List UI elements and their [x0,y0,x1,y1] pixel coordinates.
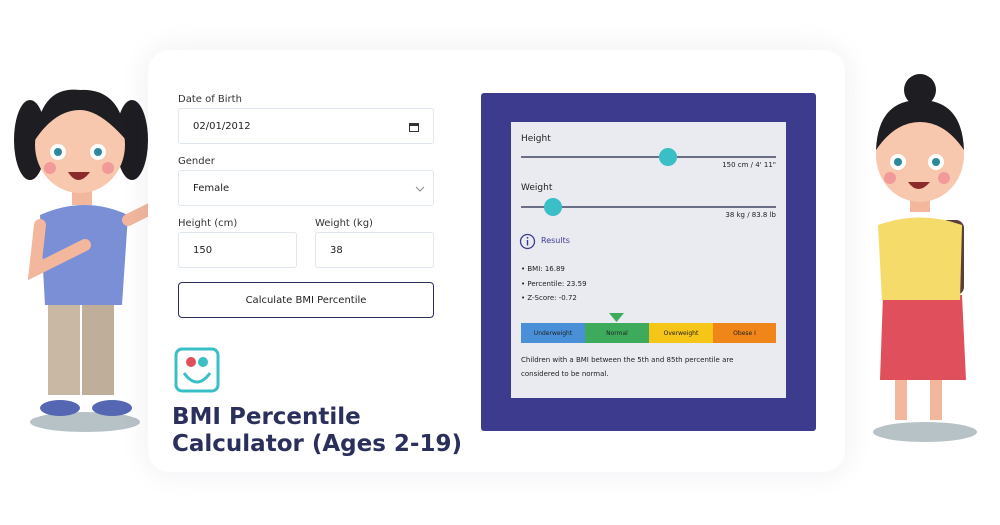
scale-segment: Underweight [521,323,585,343]
indicator [609,313,624,322]
height-label: Height (cm) [178,218,238,229]
dob-value: 02/01/2012 [193,120,251,132]
scale-segment: Normal [585,323,649,343]
height-slider-label: Height [521,134,551,144]
result-text: BMI: 16.89 [527,265,565,273]
height-slider[interactable] [516,146,782,168]
gender-value: Female [193,182,230,194]
dropdown-icon [415,186,425,192]
weight-readout: 38 kg / 83.8 lb [725,211,776,219]
height-readout: 150 cm / 4' 11" [722,161,776,169]
gender-label: Gender [178,156,215,167]
info-icon [519,233,536,250]
app-title-line: Calculator (Ages 2-19) [172,431,462,457]
results-title: Results [541,236,570,245]
weight-slider-label: Weight [521,183,553,193]
dob-label: Date of Birth [178,94,242,105]
weight-input[interactable]: 38 [315,232,434,268]
result-text: Z-Score: -0.72 [527,294,577,302]
scale-segment: Obese I [713,323,776,343]
result-text: Percentile: 23.59 [527,280,587,288]
calendar-icon [409,123,419,132]
logo [174,347,220,393]
result-item: • Percentile: 23.59 [521,280,587,288]
gender-select[interactable]: Female [178,170,434,206]
result-item: • BMI: 16.89 [521,265,565,273]
calculate-button[interactable]: Calculate BMI Percentile [178,282,434,318]
height-input[interactable]: 150 [178,232,297,268]
scale-segment: Overweight [649,323,713,343]
weight-value: 38 [330,244,343,256]
dob-input[interactable]: 02/01/2012 [178,108,434,144]
note: Children with a BMI between the 5th and … [521,356,734,378]
height-value: 150 [193,244,213,256]
weight-label: Weight (kg) [315,218,373,229]
app-title-line: BMI Percentile [172,404,361,430]
result-item: • Z-Score: -0.72 [521,294,577,302]
weight-slider[interactable] [516,196,782,218]
results-panel [511,122,786,398]
